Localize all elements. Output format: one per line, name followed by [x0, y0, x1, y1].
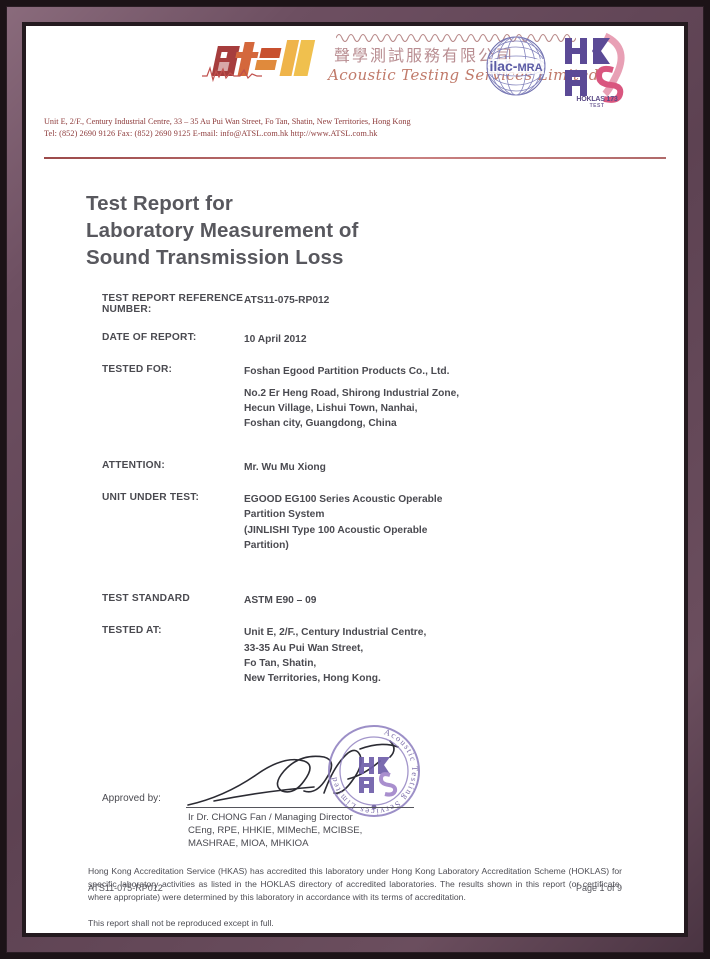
- unit-under-test-label: UNIT UNDER TEST:: [102, 491, 200, 503]
- report-fields: TEST REPORT REFERENCE NUMBER: ATS11-075-…: [26, 293, 684, 686]
- field-row-reference: TEST REPORT REFERENCE NUMBER: ATS11-075-…: [26, 293, 684, 315]
- company-name-script: Acoustic Testing Services Limited: [328, 66, 599, 84]
- company-seal-icon: Acoustic Testing Services Limited: [328, 724, 420, 817]
- letterhead-address: Unit E, 2/F., Century Industrial Centre,…: [44, 116, 666, 140]
- hkas-logo-icon: [565, 32, 625, 103]
- signatory-qualifications-1: CEng, RPE, HHKIE, MIMechE, MCIBSE,: [188, 824, 363, 836]
- attention-value: Mr. Wu Mu Xiong: [244, 461, 326, 473]
- client-address-line-1: No.2 Er Heng Road, Shirong Industrial Zo…: [244, 387, 460, 399]
- lab-address-line-4: New Territories, Hong Kong.: [244, 673, 381, 685]
- signature-rule: [186, 806, 414, 809]
- field-row-standard: TEST STANDARD ASTM E90 – 09: [26, 593, 684, 608]
- title-line-1: Test Report for: [86, 192, 233, 215]
- field-row-tested-at: TESTED AT: Unit E, 2/F., Century Industr…: [26, 625, 684, 686]
- date-value: 10 April 2012: [244, 334, 307, 346]
- footer-page-number: Page 1 of 9: [575, 883, 622, 893]
- tested-for-label: TESTED FOR:: [102, 364, 173, 376]
- lab-address-line-3: Fo Tan, Shatin,: [244, 658, 317, 669]
- tested-for-address-spacer: [26, 386, 244, 432]
- standard-value: ASTM E90 – 09: [244, 595, 317, 607]
- unit-line-4: Partition): [244, 539, 289, 551]
- title-line-3: Sound Transmission Loss: [86, 246, 344, 270]
- page-title: Test Report for Laboratory Measurement o…: [86, 190, 684, 271]
- field-row-tested-for: TESTED FOR: Foshan Egood Partition Produ…: [26, 364, 684, 379]
- field-row-attention: ATTENTION: Mr. Wu Mu Xiong: [26, 460, 684, 475]
- field-row-date: DATE OF REPORT: 10 April 2012: [26, 332, 684, 347]
- letterhead-divider: [44, 157, 666, 159]
- unit-line-1: EGOOD EG100 Series Acoustic Operable: [244, 493, 443, 505]
- field-row-tested-for-address: No.2 Er Heng Road, Shirong Industrial Zo…: [26, 386, 684, 432]
- date-label: DATE OF REPORT:: [102, 332, 197, 344]
- title-line-2: Laboratory Measurement of: [86, 219, 359, 243]
- page-footer: ATS11-075-RP012 Page 1 of 9: [88, 883, 622, 893]
- address-line-2: Tel: (852) 2690 9126 Fax: (852) 2690 912…: [44, 128, 378, 138]
- signatory-details: Ir Dr. CHONG Fan / Managing Director CEn…: [188, 811, 362, 851]
- signatory-qualifications-2: MASHRAE, MIOA, MHKIOA: [188, 838, 309, 850]
- footer-reference: ATS11-075-RP012: [88, 883, 163, 893]
- attention-label: ATTENTION:: [102, 459, 165, 471]
- reproduction-note: This report shall not be reproduced exce…: [88, 917, 274, 928]
- client-address-line-3: Foshan city, Guangdong, China: [244, 418, 397, 430]
- svg-text:ilac-MRA: ilac-MRA: [489, 58, 542, 74]
- letterhead-logos: 聲學測試服務有限公司 Acoustic Testing Services Lim…: [202, 32, 666, 112]
- hoklas-number: HOKLAS 173: [576, 96, 618, 103]
- atsl-waveform-icon: [202, 65, 262, 82]
- address-line-1: Unit E, 2/F., Century Industrial Centre,…: [44, 117, 411, 126]
- field-section-spacer: [26, 581, 684, 593]
- standard-label: TEST STANDARD: [102, 593, 190, 605]
- client-address-line-2: Hecun Village, Lishui Town, Nanhai,: [244, 403, 418, 415]
- hoklas-caption: HOKLAS 173 TEST: [561, 96, 633, 109]
- unit-line-2: Partition System: [244, 509, 325, 521]
- atsl-logo-icon: [211, 40, 316, 76]
- decorative-wave-icon: [336, 33, 576, 43]
- report-page: 聲學測試服務有限公司 Acoustic Testing Services Lim…: [26, 26, 684, 933]
- unit-line-3: (JINLISHI Type 100 Acoustic Operable: [244, 524, 428, 536]
- unit-under-test-value: EGOOD EG100 Series Acoustic Operable Par…: [244, 492, 506, 553]
- company-name-chinese: 聲學測試服務有限公司: [334, 46, 515, 65]
- signatory-name: Ir Dr. CHONG Fan / Managing Director: [188, 811, 353, 823]
- accreditation-note: Hong Kong Accreditation Service (HKAS) h…: [88, 865, 622, 902]
- ilac-mra-logo-icon: ilac-MRA: [486, 36, 546, 96]
- lab-address-line-2: 33-35 Au Pui Wan Street,: [244, 642, 364, 654]
- reference-label: TEST REPORT REFERENCE NUMBER:: [102, 293, 244, 316]
- signature-block: Acoustic Testing Services Limited Approv…: [26, 721, 684, 849]
- field-row-unit-under-test: UNIT UNDER TEST: EGOOD EG100 Series Acou…: [26, 492, 684, 553]
- reference-value: ATS11-075-RP012: [244, 295, 330, 307]
- hoklas-test-label: TEST: [589, 103, 605, 109]
- approved-by-label: Approved by:: [102, 792, 161, 804]
- tested-for-address: No.2 Er Heng Road, Shirong Industrial Zo…: [244, 386, 506, 432]
- tested-for-value: Foshan Egood Partition Products Co., Ltd…: [244, 366, 450, 378]
- lab-address-line-1: Unit E, 2/F., Century Industrial Centre,: [244, 627, 427, 639]
- tested-at-value: Unit E, 2/F., Century Industrial Centre,…: [244, 625, 506, 686]
- tested-at-label: TESTED AT:: [102, 625, 162, 637]
- letterhead: 聲學測試服務有限公司 Acoustic Testing Services Lim…: [26, 26, 684, 166]
